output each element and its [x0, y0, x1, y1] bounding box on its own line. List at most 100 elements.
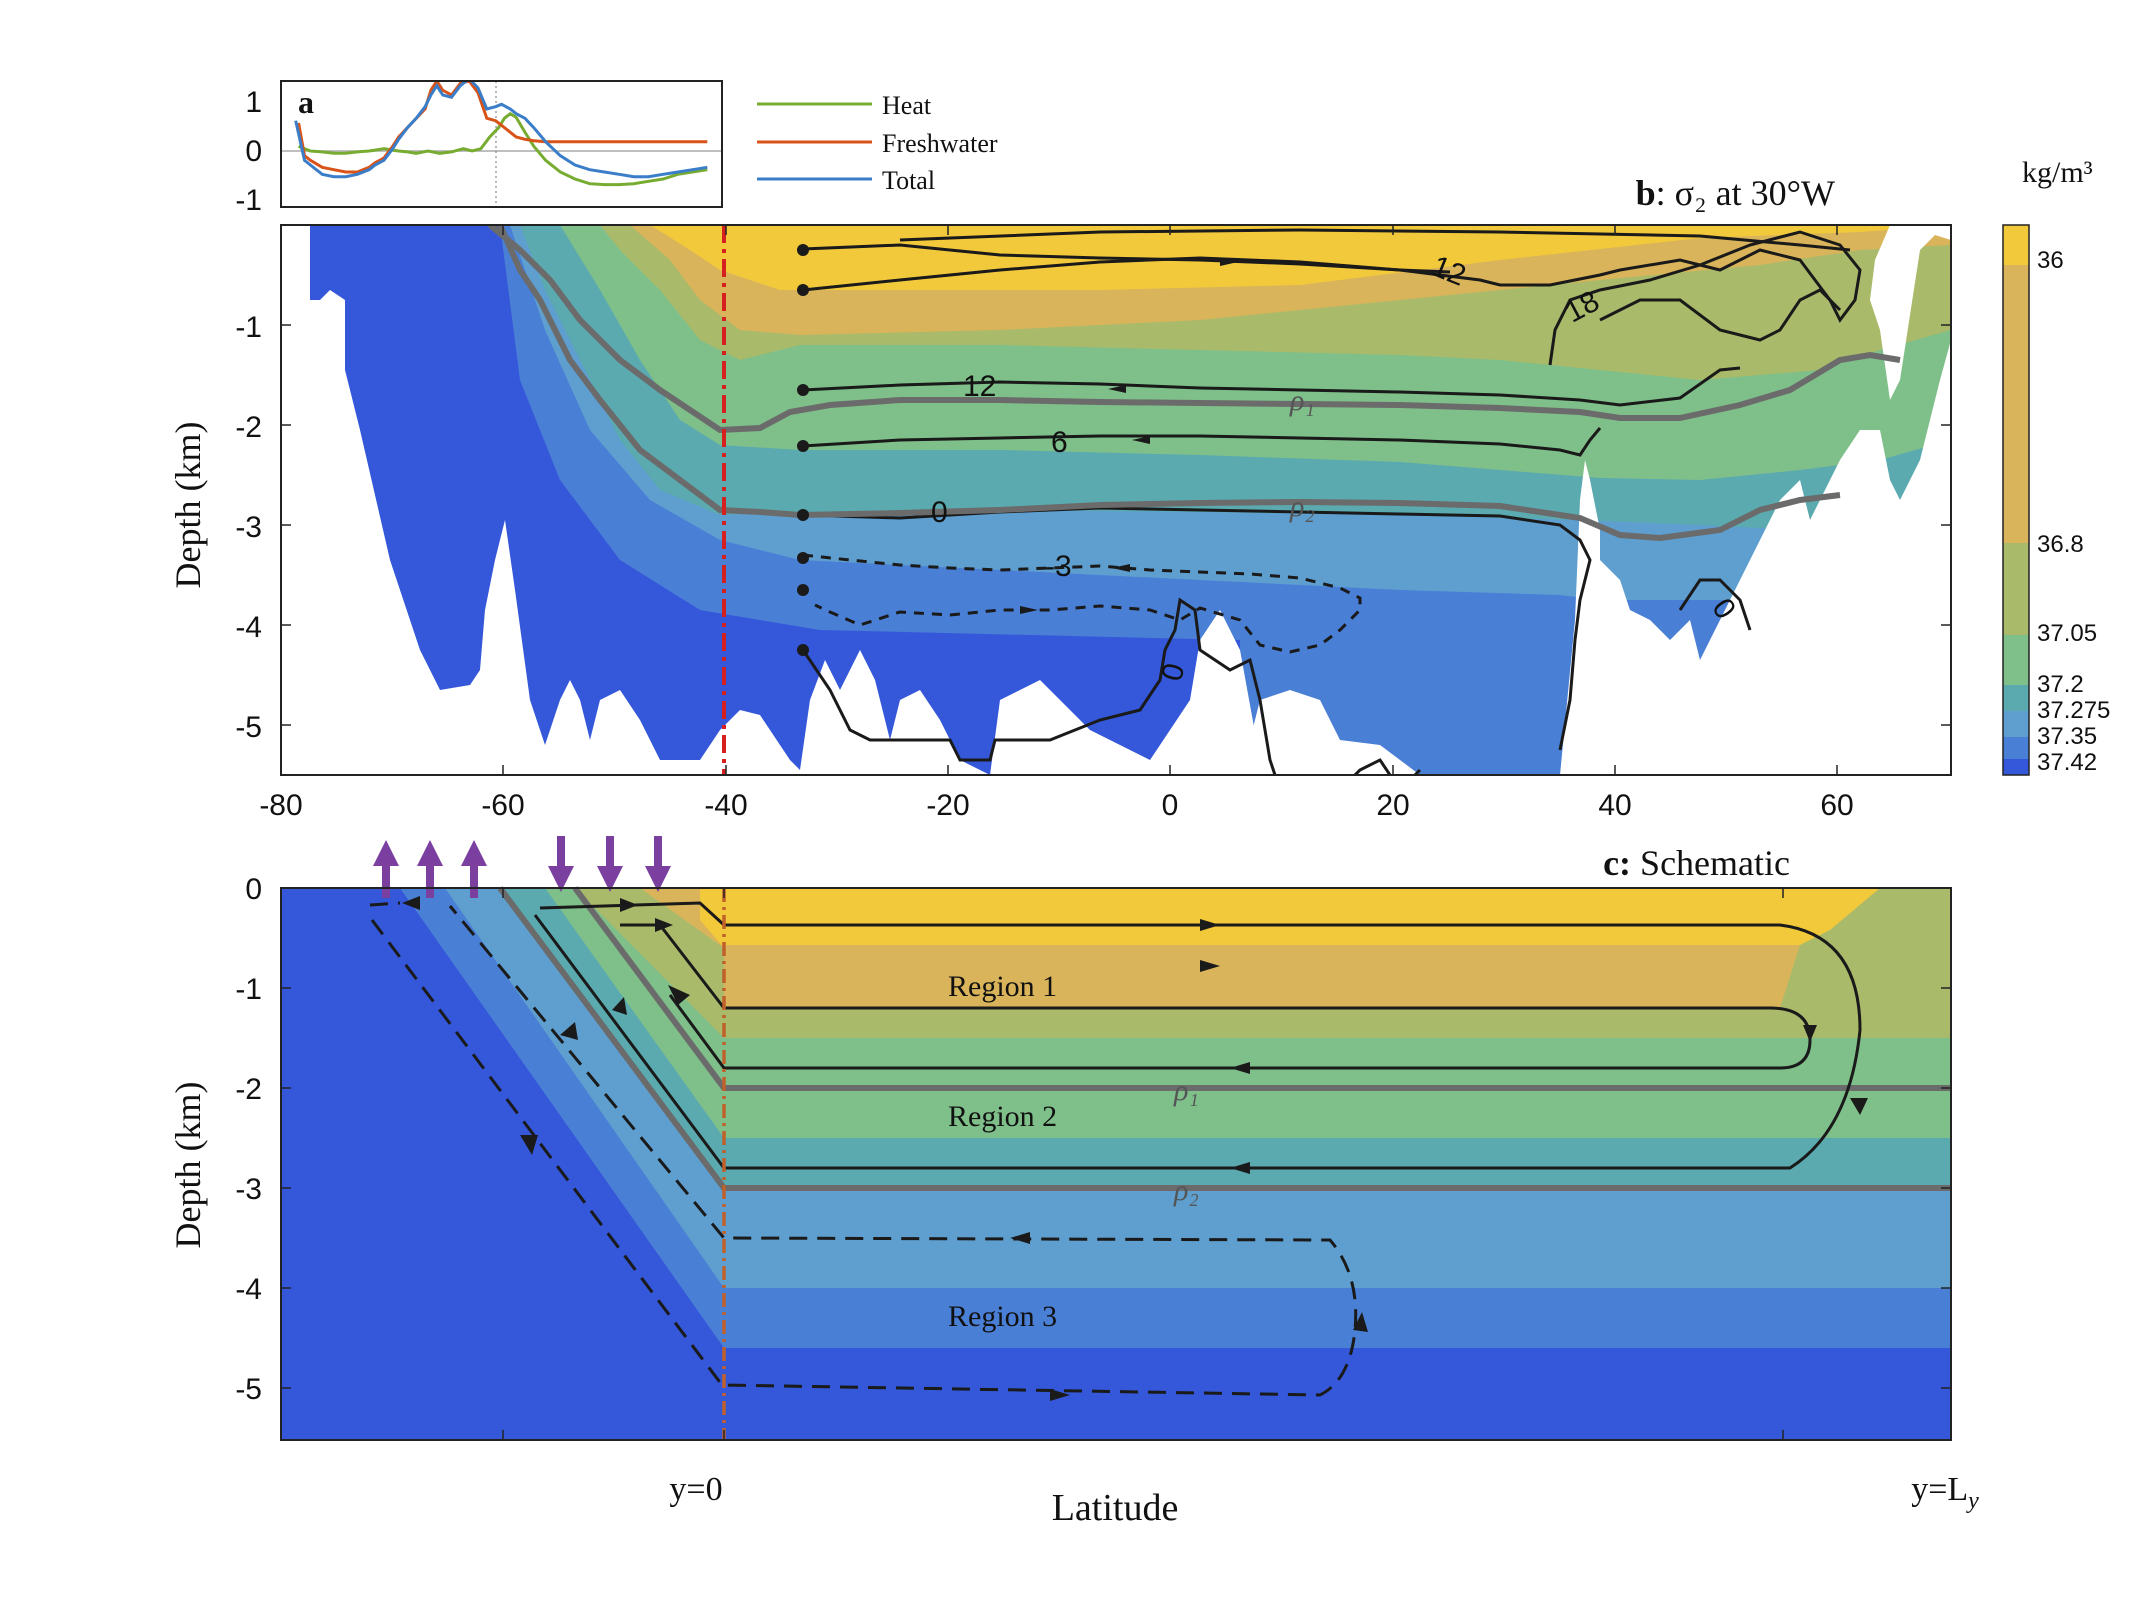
c-region-1-label: Region 1: [948, 970, 1057, 1003]
b-streamline-dot-3: [797, 384, 809, 396]
b-contour-18: [1548, 230, 1862, 366]
c-forcing-up-2-head: [417, 840, 443, 866]
b-flow-arrow-12-west: [1108, 385, 1126, 393]
panel-b-axis-ticks: [280, 225, 1951, 775]
colorbar-seg-37-275: [2003, 711, 2029, 737]
b-seafloor-ridge: [1560, 340, 1951, 775]
b-flow-arrow-6-west: [1132, 436, 1150, 444]
panel-c-xlabel: Latitude: [1052, 1487, 1179, 1529]
colorbar-seg-36-8: [2003, 543, 2029, 635]
b-streamline-dot-5: [797, 509, 809, 521]
b-xtick-neg20: -20: [926, 789, 969, 822]
panel-b-frame: [280, 224, 1952, 776]
b-xtick-neg60: -60: [481, 789, 524, 822]
b-ytick-neg4: -4: [235, 611, 262, 644]
panel-c-field: [281, 888, 1951, 1440]
b-xtick-40: 40: [1598, 789, 1631, 822]
colorbar-label-37-35: 37.35: [2037, 723, 2097, 750]
b-contour-label-neg3: -3: [1045, 550, 1072, 583]
panel-a-series-total: [294, 81, 708, 179]
b-flow-arrow-neg3-west: [1112, 564, 1130, 572]
panel-a-label: a: [298, 84, 314, 120]
colorbar-label-36-8: 36.8: [2037, 531, 2084, 558]
c-xtick-yLy: y=Ly: [1911, 1471, 1979, 1514]
c-forcing-down-3-head: [645, 866, 671, 892]
c-arrow-deep-west: [1010, 1232, 1030, 1244]
b-ytick-neg3: -3: [235, 511, 262, 544]
legend-freshwater-label: Freshwater: [882, 129, 998, 158]
panel-c-axis-ticks: [281, 887, 1951, 1440]
panel-a: a 1 0 -1 Heat Freshwater Total: [235, 80, 998, 217]
panel-b-yticklabels: -1 -2 -3 -4 -5: [235, 311, 262, 744]
panel-c-yticklabels: 0 -1 -2 -3 -4 -5: [235, 873, 262, 1406]
panel-a-series-heat: [298, 111, 708, 187]
b-ytick-neg2: -2: [235, 411, 262, 444]
b-streamline-dot-2: [797, 284, 809, 296]
panel-b-title-rest: : σ₂ at 30°W: [1656, 173, 1835, 213]
b-contour-0-deep: [801, 597, 1422, 775]
c-arrow-up-slope: [668, 985, 690, 1005]
b-flow-arrow-deep-east: [1020, 606, 1038, 614]
c-band-36-top: [724, 888, 1880, 945]
b-xtick-0: 0: [1162, 789, 1179, 822]
colorbar-unit: kg/m³: [2022, 156, 2093, 189]
colorbar-label-37-42: 37.42: [2037, 749, 2097, 776]
panel-c: c: Schematic: [168, 836, 1979, 1529]
c-xtick-yLy-sub: y: [1966, 1488, 1979, 1514]
colorbar-label-37-2: 37.2: [2037, 671, 2084, 698]
b-seafloor-left: [281, 225, 990, 775]
panel-b-isopycnals: [488, 225, 1901, 542]
b-contour-18b: [1599, 288, 1842, 342]
b-xtick-neg80: -80: [259, 789, 302, 822]
b-ytick-neg5: -5: [235, 711, 262, 744]
b-isopycnal-rho1: [488, 225, 1901, 434]
b-contour-top-2: [802, 256, 1741, 292]
c-forcing-down-2-head: [597, 866, 623, 892]
colorbar-seg-37-42: [2003, 759, 2029, 775]
colorbar-frame: [2002, 224, 2030, 776]
c-arrow-top-mid: [620, 898, 638, 912]
c-arrow-surface-1: [1200, 919, 1220, 931]
panel-b-field: [281, 225, 1951, 775]
panel-b-title-bold: b: [1636, 173, 1656, 213]
c-ytick-neg4: -4: [235, 1273, 262, 1306]
c-ytick-neg2: -2: [235, 1073, 262, 1106]
panel-c-title: c: Schematic: [1603, 843, 1790, 883]
panel-a-series: [294, 81, 708, 187]
c-forcing-down-1-head: [548, 866, 574, 892]
c-arrow-return-2: [1230, 1162, 1250, 1174]
b-isopycnal-label-rho1: ρ₁: [1289, 384, 1315, 417]
c-arrow-deep-east: [1050, 1389, 1070, 1401]
colorbar-seg-37-35: [2003, 737, 2029, 759]
panel-a-ytick-1: 1: [245, 86, 262, 119]
panel-c-ylabel: Depth (km): [168, 1082, 208, 1249]
b-contour-12: [802, 366, 1741, 407]
c-isopycnal-label-rho2: ρ₂: [1173, 1174, 1199, 1207]
b-isopycnal-label-rho2: ρ₂: [1289, 490, 1315, 523]
c-forcing-up-3-head: [461, 840, 487, 866]
c-arrow-slope-mid: [560, 1022, 578, 1040]
b-contour-top-3: [899, 228, 1851, 252]
b-seafloor-mid: [1225, 690, 1420, 775]
c-region-3-label: Region 3: [948, 1300, 1057, 1333]
colorbar-seg-37-05: [2003, 635, 2029, 685]
panel-b-xticklabels: -80 -60 -40 -20 0 20 40 60: [259, 789, 1853, 822]
colorbar-seg-36: [2003, 225, 2029, 265]
b-streamline-dot-8: [797, 644, 809, 656]
panel-b-title: b: σ₂ at 30°W: [1636, 173, 1835, 213]
panel-b-streamlines: [797, 244, 1238, 656]
c-loop-outer: [533, 901, 1862, 1170]
c-arrow-up-deep: [1353, 1312, 1368, 1332]
panel-a-ytick-neg1: -1: [235, 184, 262, 217]
b-contour-label-12: 12: [963, 370, 996, 403]
c-ytick-0: 0: [245, 873, 262, 906]
c-arrow-top-inner: [655, 918, 673, 932]
colorbar-label-37-05: 37.05: [2037, 620, 2097, 647]
colorbar-seg-36-4: [2003, 265, 2029, 543]
c-ytick-neg5: -5: [235, 1373, 262, 1406]
panel-c-title-rest: Schematic: [1631, 843, 1790, 883]
c-arrow-down-north: [1850, 1098, 1868, 1115]
b-flow-arrow-upper-east: [1220, 258, 1238, 266]
legend-heat-label: Heat: [882, 91, 932, 120]
